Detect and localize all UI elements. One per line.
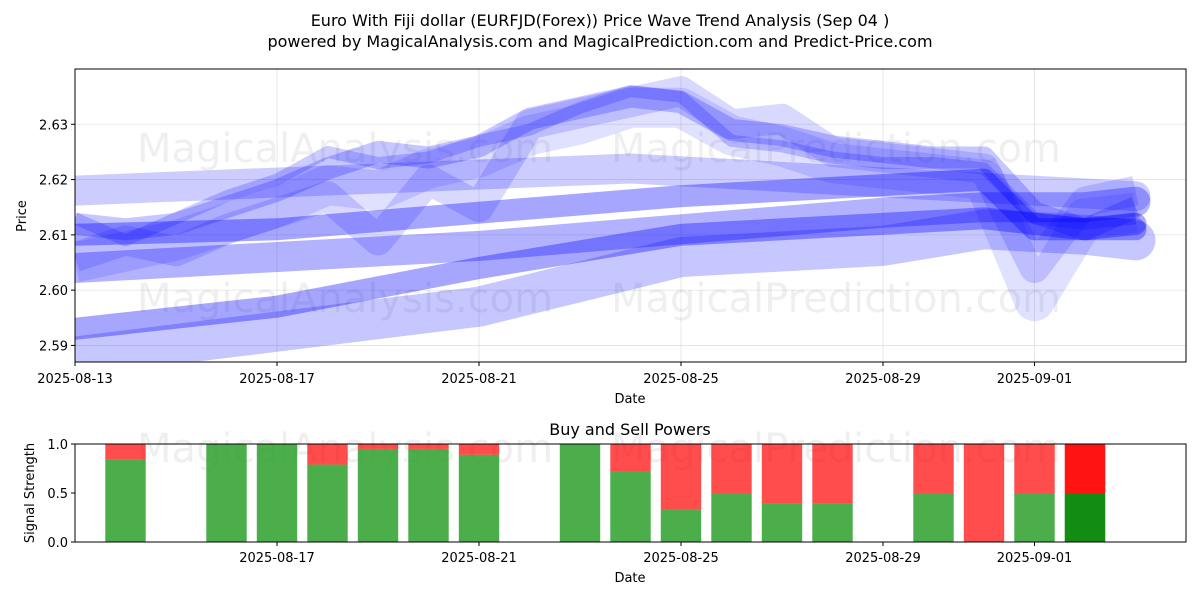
buy-power-bar bbox=[1014, 493, 1055, 542]
price-y-axis-label: Price bbox=[15, 200, 30, 232]
buy-power-bar bbox=[408, 448, 449, 542]
buy-power-bar bbox=[559, 444, 601, 542]
price-x-tick-label: 2025-08-17 bbox=[239, 372, 315, 387]
power-x-tick-label: 2025-08-21 bbox=[441, 551, 517, 566]
wave-series-line bbox=[75, 207, 1147, 340]
price-x-tick-label: 2025-08-21 bbox=[441, 372, 517, 387]
wave-series-line bbox=[75, 76, 1139, 283]
figure-title-line1: Euro With Fiji dollar (EURFJD(Forex)) Pr… bbox=[311, 11, 890, 30]
price-y-tick-label: 2.61 bbox=[39, 229, 68, 244]
price-y-tick-label: 2.62 bbox=[39, 174, 68, 189]
watermark-analysis-top: MagicalAnalysis.com bbox=[137, 126, 553, 172]
power-y-ticks: 0.0 0.5 1.0 bbox=[47, 438, 75, 551]
buy-sell-chart-title: Buy and Sell Powers bbox=[549, 420, 711, 439]
price-grid bbox=[74, 69, 1186, 362]
buy-power-bar bbox=[256, 444, 298, 542]
watermark-prediction-top: MagicalPrediction.com bbox=[611, 126, 1061, 172]
wave-series-line bbox=[75, 186, 1151, 283]
wave-series-line bbox=[75, 168, 1147, 246]
power-y-tick-label: 0.5 bbox=[47, 487, 68, 502]
sell-power-bar bbox=[458, 444, 500, 455]
wave-series-line bbox=[75, 209, 1156, 362]
sell-power-bar-strong bbox=[1064, 444, 1106, 493]
power-y-tick-label: 1.0 bbox=[47, 438, 68, 453]
power-y-tick-label: 0.0 bbox=[47, 536, 68, 551]
power-x-axis-label: Date bbox=[614, 571, 645, 586]
wave-series-line bbox=[75, 85, 1140, 241]
figure-title-line2: powered by MagicalAnalysis.com and Magic… bbox=[267, 32, 932, 51]
price-x-tick-label: 2025-09-01 bbox=[997, 372, 1073, 387]
price-wave-chart: MagicalAnalysis.com MagicalPrediction.co… bbox=[15, 68, 1187, 407]
buy-power-bar bbox=[913, 493, 954, 542]
buy-power-bar bbox=[206, 444, 247, 542]
sell-power-bar bbox=[761, 444, 803, 504]
price-plot-area bbox=[75, 69, 1186, 362]
buy-power-bar bbox=[458, 454, 500, 542]
price-x-axis-label: Date bbox=[614, 392, 645, 407]
price-wave-series bbox=[75, 76, 1156, 362]
power-x-tick-label: 2025-08-25 bbox=[643, 551, 719, 566]
sell-power-bar bbox=[963, 444, 1005, 542]
buy-power-bar bbox=[307, 464, 348, 542]
sell-power-bar bbox=[1014, 444, 1055, 493]
sell-power-bar bbox=[812, 444, 853, 504]
price-x-tick-label: 2025-08-25 bbox=[643, 372, 719, 387]
sell-power-bar bbox=[307, 444, 348, 465]
wave-series-line bbox=[75, 85, 1137, 247]
sell-power-bar bbox=[913, 444, 954, 493]
buy-power-bar bbox=[357, 448, 399, 542]
wave-series-line bbox=[75, 87, 1138, 322]
price-x-tick-label: 2025-08-29 bbox=[845, 372, 921, 387]
watermark-analysis-mid: MagicalAnalysis.com bbox=[137, 276, 553, 322]
price-x-ticks: 2025-08-13 2025-08-17 2025-08-21 2025-08-25… bbox=[37, 362, 1072, 387]
power-x-tick-label: 2025-09-01 bbox=[997, 551, 1073, 566]
sell-power-bar bbox=[357, 444, 399, 449]
sell-power-bar bbox=[660, 444, 702, 510]
price-x-tick-label: 2025-08-13 bbox=[37, 372, 113, 387]
power-x-tick-label: 2025-08-17 bbox=[239, 551, 315, 566]
power-y-axis-label: Signal Strength bbox=[23, 443, 38, 543]
price-y-ticks: 2.59 2.60 2.61 2.62 2.63 bbox=[39, 118, 75, 354]
wave-series-line bbox=[75, 153, 1151, 212]
power-x-tick-label: 2025-08-29 bbox=[845, 551, 921, 566]
price-plot-frame bbox=[74, 68, 1187, 363]
buy-sell-power-chart: Buy and Sell Powers MagicalAnalysis.com … bbox=[23, 420, 1187, 586]
buy-power-bar bbox=[105, 459, 146, 542]
price-y-tick-label: 2.59 bbox=[39, 339, 68, 354]
buy-power-bar bbox=[761, 503, 803, 542]
price-y-tick-label: 2.60 bbox=[39, 284, 68, 299]
buy-power-bar bbox=[660, 509, 702, 542]
sell-power-bar bbox=[408, 444, 449, 449]
price-watermarks: MagicalAnalysis.com MagicalPrediction.co… bbox=[137, 126, 1061, 322]
buy-power-bar-strong bbox=[1064, 493, 1106, 542]
buy-power-bar bbox=[812, 503, 853, 542]
sell-power-bar bbox=[711, 444, 752, 493]
power-bars bbox=[105, 444, 1106, 542]
sell-power-bar bbox=[105, 444, 146, 460]
buy-power-bar bbox=[711, 493, 752, 542]
watermark-prediction-mid: MagicalPrediction.com bbox=[611, 276, 1061, 322]
sell-power-bar bbox=[610, 444, 651, 472]
price-y-tick-label: 2.63 bbox=[39, 118, 68, 133]
buy-power-bar bbox=[610, 471, 651, 542]
power-x-ticks: 2025-08-17 2025-08-21 2025-08-25 2025-08-29… bbox=[239, 542, 1072, 566]
